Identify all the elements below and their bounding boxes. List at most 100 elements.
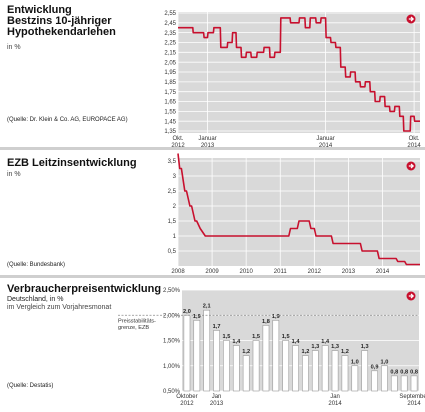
x-tick-label: 2012 — [308, 269, 322, 275]
bar — [262, 325, 270, 392]
y-tick-label: 2,25 — [164, 41, 176, 47]
bar — [361, 350, 369, 392]
arrow-glyph — [408, 16, 415, 22]
bar — [381, 365, 388, 392]
bar — [410, 375, 418, 392]
x-tick-label: Jan — [212, 394, 222, 400]
y-tick-label: 2,55 — [164, 11, 176, 17]
chart1-title-line: Bestzins 10-jähriger — [7, 15, 112, 27]
y-tick-label: 2 — [173, 204, 177, 210]
threshold-annotation: grenze, EZB — [118, 325, 149, 331]
y-tick-label: 1,65 — [164, 100, 176, 106]
y-tick-label: 1,50% — [163, 339, 181, 345]
x-tick-label: 2014 — [319, 143, 333, 147]
bar — [400, 375, 408, 392]
bar — [232, 345, 240, 392]
y-tick-label: 1,00% — [163, 364, 181, 370]
x-tick-label: 2010 — [239, 269, 253, 275]
bar — [252, 340, 260, 392]
data-label: 2,0 — [183, 309, 191, 315]
bar — [193, 319, 201, 392]
y-tick-label: 2,35 — [164, 31, 176, 37]
bar — [183, 314, 191, 392]
chart3-subtitle2: im Vergleich zum Vorjahresmonat — [7, 304, 112, 311]
chart1-svg: 2,55 2,45 2,35 2,25 2,15 2,05 1,95 1,85 1,75 1,65… — [164, 11, 421, 147]
data-label: 1,0 — [381, 359, 389, 365]
chart2-svg: 3,5 3 2,5 2 1,5 1 0,5 2008 2009 2010 2011 2012 2013 2… — [168, 153, 420, 275]
chart3-svg: 2,50%2,00%1,50%1,00%0,50%2,01,92,11,71,5… — [118, 288, 425, 407]
chart3-title: Verbraucherpreisentwicklung — [7, 283, 162, 295]
bar — [311, 350, 319, 392]
x-tick-label: 2014 — [407, 401, 421, 407]
inflation-panel: Verbraucherpreisentwicklung Deutschland,… — [0, 278, 425, 412]
bar — [371, 370, 378, 392]
x-tick-label: 2012 — [171, 143, 185, 147]
y-tick-label: 1 — [173, 234, 177, 240]
x-tick-label: Jan — [330, 394, 340, 400]
ecb-rate-panel: EZB Leitzinsentwicklung in % (Quelle: Bu… — [0, 150, 425, 275]
x-tick-label: Okt. — [172, 136, 183, 142]
arrow-glyph — [408, 293, 415, 299]
data-label: 1,5 — [282, 334, 290, 340]
chart2-source: (Quelle: Bundesbank) — [7, 262, 66, 268]
bar — [223, 340, 230, 392]
chart1-source: (Quelle: Dr. Klein & Co. AG, EUROPACE AG… — [7, 117, 128, 123]
data-label: 1,0 — [351, 359, 359, 365]
y-tick-label: 1,35 — [164, 129, 176, 135]
bar — [331, 350, 339, 392]
data-label: 0,8 — [390, 369, 398, 375]
x-tick-label: 2012 — [180, 401, 194, 407]
arrow-right-circle-icon — [406, 14, 416, 24]
data-label: 1,2 — [302, 349, 310, 355]
data-label: 0,9 — [371, 364, 379, 370]
bar — [341, 355, 349, 392]
data-label: 1,8 — [262, 319, 270, 325]
series-line — [177, 153, 420, 266]
y-tick-label: 1,95 — [164, 70, 176, 76]
chart1-title-line: Entwicklung — [7, 4, 72, 16]
y-tick-label: 2,00% — [163, 313, 181, 319]
chart3-source: (Quelle: Destatis) — [7, 383, 54, 389]
arrow-glyph — [408, 163, 415, 169]
x-tick-label: Okt. — [409, 136, 420, 142]
data-label: 1,2 — [242, 349, 250, 355]
divider — [0, 147, 425, 150]
x-tick-label: 2013 — [201, 143, 215, 147]
x-tick-label: 2014 — [407, 143, 421, 147]
data-label: 1,5 — [252, 334, 260, 340]
bar — [282, 340, 290, 392]
bar — [321, 345, 329, 392]
x-tick-label: 2013 — [342, 269, 356, 275]
data-label: 1,3 — [311, 344, 319, 350]
x-tick-label: 2014 — [328, 401, 342, 407]
bar — [272, 319, 280, 392]
y-tick-label: 1,75 — [164, 90, 176, 96]
mortgage-rate-panel: Entwicklung Bestzins 10-jähriger Hypothe… — [0, 0, 425, 148]
bar — [203, 309, 211, 392]
data-label: 1,4 — [232, 339, 241, 345]
arrow-right-circle-icon — [406, 291, 416, 301]
x-tick-label: Januar — [198, 136, 216, 142]
threshold-annotation: Preisstabilitäts- — [118, 318, 156, 324]
chart2-unit: in % — [7, 171, 21, 178]
y-tick-label: 2,5 — [168, 189, 177, 195]
bar — [213, 330, 220, 392]
data-label: 1,7 — [213, 324, 221, 330]
x-tick-label: September — [399, 394, 425, 400]
y-tick-label: 0,50% — [163, 389, 181, 395]
arrow-right-circle-icon — [406, 161, 416, 171]
chart1-title: Entwicklung Bestzins 10-jähriger Hypothe… — [7, 5, 116, 38]
y-tick-label: 0,5 — [168, 249, 177, 255]
y-tick-label: 3 — [173, 174, 177, 180]
x-tick-label: 2008 — [171, 269, 185, 275]
data-label: 1,2 — [341, 349, 349, 355]
data-label: 1,3 — [361, 344, 369, 350]
x-tick-label: 2009 — [205, 269, 219, 275]
data-label: 1,5 — [223, 334, 231, 340]
data-label: 1,9 — [272, 314, 280, 320]
y-tick-label: 1,45 — [164, 119, 176, 125]
chart1-title-line: Hypothekendarlehen — [7, 26, 116, 38]
x-tick-label: 2013 — [210, 401, 224, 407]
y-tick-label: 3,5 — [168, 159, 177, 165]
bar — [302, 355, 309, 392]
